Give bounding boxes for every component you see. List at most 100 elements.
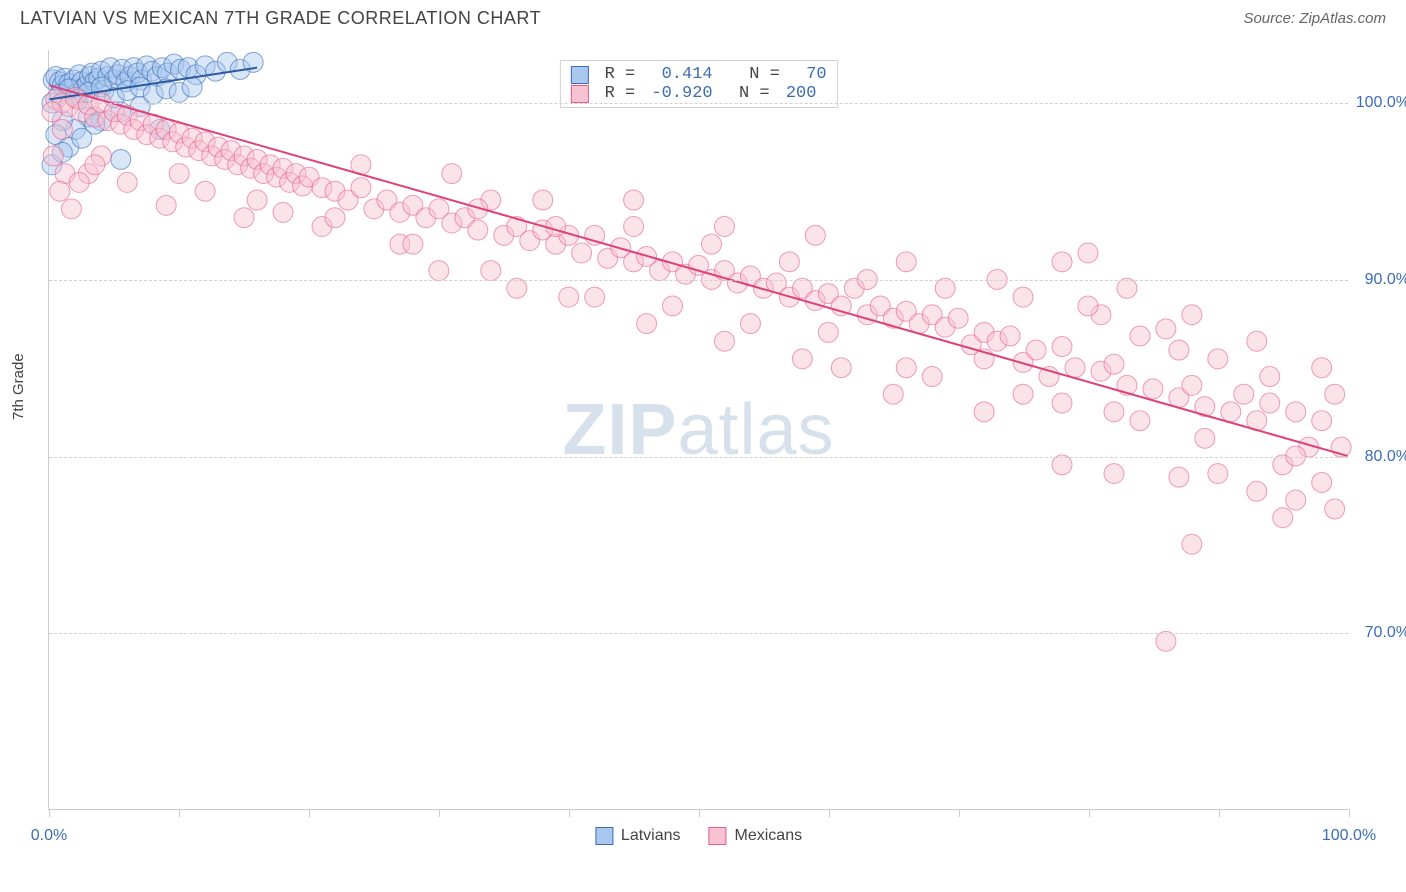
data-point [818, 322, 838, 342]
data-point [1312, 358, 1332, 378]
data-point [948, 308, 968, 328]
data-point [1169, 467, 1189, 487]
chart-title: LATVIAN VS MEXICAN 7TH GRADE CORRELATION… [20, 8, 541, 29]
data-point [1195, 428, 1215, 448]
data-point [585, 287, 605, 307]
x-tick [439, 809, 440, 817]
data-point [1182, 375, 1202, 395]
data-point [156, 195, 176, 215]
data-point [1247, 481, 1267, 501]
x-tick [829, 809, 830, 817]
data-point [1052, 252, 1072, 272]
data-point [1325, 499, 1345, 519]
data-point [1156, 319, 1176, 339]
data-point [1052, 455, 1072, 475]
data-point [714, 331, 734, 351]
data-point [481, 261, 501, 281]
data-point [831, 358, 851, 378]
data-point [1182, 305, 1202, 325]
data-point [1130, 326, 1150, 346]
data-point [1260, 393, 1280, 413]
data-point [1247, 331, 1267, 351]
data-point [117, 172, 137, 192]
data-point [1221, 402, 1241, 422]
data-point [624, 217, 644, 237]
data-point [1130, 411, 1150, 431]
x-tick [1219, 809, 1220, 817]
data-point [533, 190, 553, 210]
data-point [182, 77, 202, 97]
y-tick-label: 100.0% [1356, 94, 1406, 112]
data-point [701, 234, 721, 254]
data-point [42, 102, 62, 122]
gridline [49, 103, 1348, 104]
x-tick [1089, 809, 1090, 817]
data-point [740, 314, 760, 334]
data-point [1208, 349, 1228, 369]
data-point [779, 252, 799, 272]
data-point [111, 149, 131, 169]
data-point [883, 384, 903, 404]
data-point [1000, 326, 1020, 346]
y-tick-label: 70.0% [1365, 624, 1406, 642]
data-point [896, 358, 916, 378]
data-point [935, 278, 955, 298]
gridline [49, 280, 1348, 281]
data-point [1156, 631, 1176, 651]
y-axis-label: 7th Grade [10, 353, 27, 420]
y-tick-label: 90.0% [1365, 271, 1406, 289]
data-point [1065, 358, 1085, 378]
x-tick [49, 809, 50, 817]
data-point [805, 225, 825, 245]
data-point [234, 208, 254, 228]
x-tick [699, 809, 700, 817]
data-point [1273, 508, 1293, 528]
x-tick-label: 0.0% [31, 827, 67, 845]
data-point [1104, 464, 1124, 484]
scatter-svg [49, 50, 1348, 809]
swatch-mexicans-icon [570, 85, 588, 103]
data-point [1078, 296, 1098, 316]
stats-row-mexicans: R = -0.920 N = 200 [570, 84, 826, 103]
data-point [572, 243, 592, 263]
data-point [1117, 278, 1137, 298]
x-tick [179, 809, 180, 817]
data-point [403, 234, 423, 254]
data-point [1078, 243, 1098, 263]
data-point [442, 164, 462, 184]
swatch-mexicans-icon [709, 827, 727, 845]
stats-row-latvians: R = 0.414 N = 70 [570, 65, 826, 84]
legend-item-mexicans: Mexicans [709, 827, 803, 845]
data-point [1013, 384, 1033, 404]
data-point [429, 261, 449, 281]
data-point [1013, 287, 1033, 307]
data-point [896, 252, 916, 272]
data-point [43, 146, 63, 166]
data-point [247, 190, 267, 210]
data-point [792, 349, 812, 369]
x-tick [569, 809, 570, 817]
x-tick-label: 100.0% [1322, 827, 1376, 845]
data-point [85, 155, 105, 175]
data-point [1143, 379, 1163, 399]
data-point [1182, 534, 1202, 554]
data-point [974, 402, 994, 422]
data-point [1104, 402, 1124, 422]
data-point [922, 367, 942, 387]
data-point [468, 220, 488, 240]
swatch-latvians-icon [595, 827, 613, 845]
source-label: Source: ZipAtlas.com [1243, 10, 1386, 27]
data-point [637, 314, 657, 334]
y-tick-label: 80.0% [1365, 448, 1406, 466]
data-point [169, 164, 189, 184]
swatch-latvians-icon [570, 66, 588, 84]
legend-label: Latvians [621, 827, 681, 845]
x-tick [309, 809, 310, 817]
data-point [351, 178, 371, 198]
data-point [507, 278, 527, 298]
data-point [559, 287, 579, 307]
legend-label: Mexicans [735, 827, 803, 845]
stats-legend-box: R = 0.414 N = 70 R = -0.920 N = 200 [559, 60, 837, 108]
data-point [69, 172, 89, 192]
data-point [1052, 337, 1072, 357]
